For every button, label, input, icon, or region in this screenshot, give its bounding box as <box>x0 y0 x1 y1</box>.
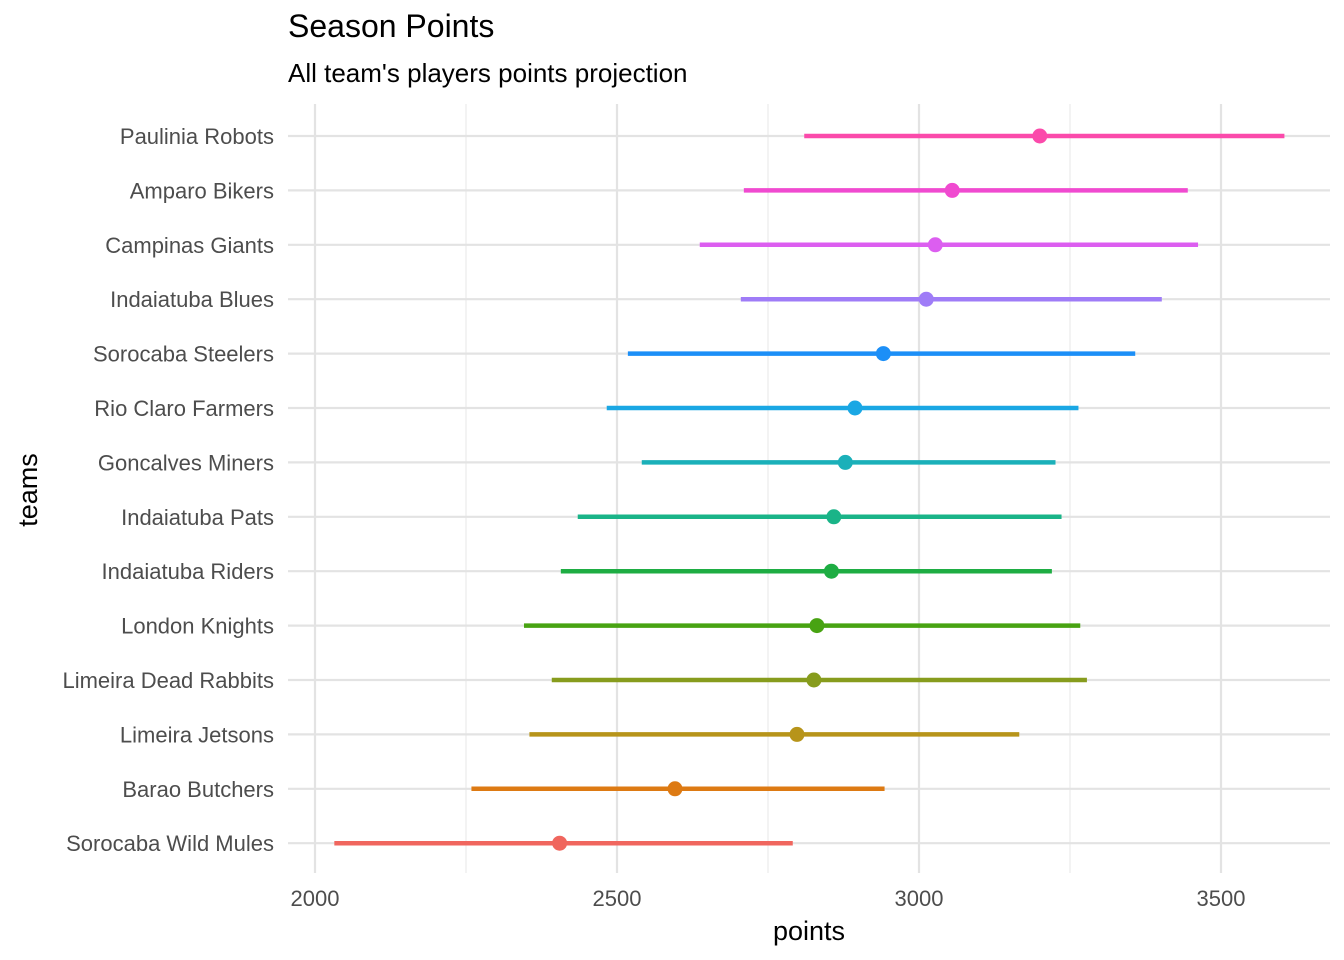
y-tick-label: Campinas Giants <box>105 233 274 258</box>
point-marker <box>837 454 853 470</box>
y-tick-label: Sorocaba Steelers <box>93 342 274 367</box>
y-tick-label: Barao Butchers <box>122 777 274 802</box>
y-tick-label: London Knights <box>121 614 274 639</box>
point-marker <box>1032 128 1048 144</box>
y-tick-label: Sorocaba Wild Mules <box>66 831 274 856</box>
y-tick-label: Limeira Jetsons <box>120 722 274 747</box>
point-marker <box>806 672 822 688</box>
y-tick-label: Indaiatuba Riders <box>102 559 274 584</box>
x-tick-label: 3000 <box>895 886 944 911</box>
point-marker <box>809 618 825 634</box>
point-marker <box>667 781 683 797</box>
point-marker <box>789 726 805 742</box>
point-marker <box>927 237 943 253</box>
point-marker <box>847 400 863 416</box>
chart-title: Season Points <box>288 8 495 44</box>
y-tick-label: Indaiatuba Blues <box>110 287 274 312</box>
point-marker <box>944 182 960 198</box>
y-tick-label: Amparo Bikers <box>130 178 274 203</box>
point-marker <box>823 563 839 579</box>
y-tick-label: Paulinia Robots <box>120 124 274 149</box>
point-marker <box>875 346 891 362</box>
x-tick-label: 2000 <box>291 886 340 911</box>
point-marker <box>918 291 934 307</box>
point-marker <box>552 835 568 851</box>
y-axis-title: teams <box>13 453 43 527</box>
y-tick-label: Indaiatuba Pats <box>121 505 274 530</box>
y-tick-label: Rio Claro Farmers <box>94 396 274 421</box>
point-marker <box>826 509 842 525</box>
x-axis-title: points <box>773 916 845 946</box>
y-tick-label: Limeira Dead Rabbits <box>62 668 274 693</box>
chart-subtitle: All team's players points projection <box>288 58 688 88</box>
y-tick-label: Goncalves Miners <box>98 450 274 475</box>
x-tick-label: 3500 <box>1197 886 1246 911</box>
x-tick-label: 2500 <box>593 886 642 911</box>
